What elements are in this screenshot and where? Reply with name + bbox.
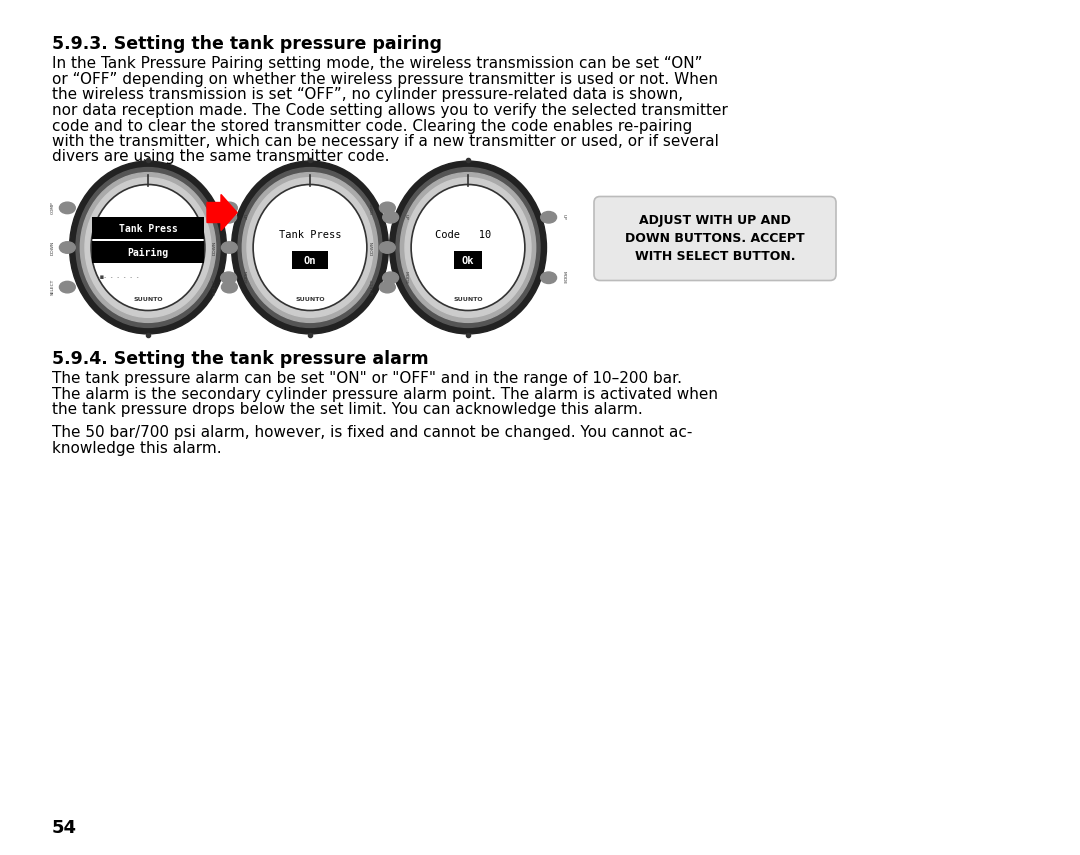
Ellipse shape bbox=[405, 178, 531, 317]
FancyBboxPatch shape bbox=[594, 197, 836, 280]
Text: SELECT: SELECT bbox=[213, 279, 216, 295]
Ellipse shape bbox=[221, 281, 238, 293]
Ellipse shape bbox=[382, 272, 399, 284]
Text: In the Tank Pressure Pairing setting mode, the wireless transmission can be set : In the Tank Pressure Pairing setting mod… bbox=[52, 56, 702, 72]
Ellipse shape bbox=[59, 281, 76, 293]
Text: 5.9.3. Setting the tank pressure pairing: 5.9.3. Setting the tank pressure pairing bbox=[52, 35, 442, 53]
Text: knowledge this alarm.: knowledge this alarm. bbox=[52, 441, 221, 456]
Polygon shape bbox=[207, 194, 237, 231]
Ellipse shape bbox=[541, 211, 556, 223]
Text: Ok: Ok bbox=[462, 256, 474, 266]
Ellipse shape bbox=[390, 161, 546, 334]
Text: the tank pressure drops below the set limit. You can acknowledge this alarm.: the tank pressure drops below the set li… bbox=[52, 402, 643, 417]
Ellipse shape bbox=[221, 242, 238, 253]
Ellipse shape bbox=[238, 168, 382, 327]
Text: The tank pressure alarm can be set "ON" or "OFF" and in the range of 10–200 bar.: The tank pressure alarm can be set "ON" … bbox=[52, 371, 681, 386]
Text: SUUNTO: SUUNTO bbox=[133, 297, 163, 302]
Text: MODE: MODE bbox=[404, 271, 407, 285]
Text: Tank Press: Tank Press bbox=[119, 223, 177, 233]
Text: DOWN: DOWN bbox=[51, 240, 54, 255]
Ellipse shape bbox=[69, 161, 227, 334]
Text: SUUNTO: SUUNTO bbox=[295, 297, 325, 302]
FancyBboxPatch shape bbox=[92, 241, 204, 263]
Text: Pairing: Pairing bbox=[127, 247, 168, 257]
Text: 5.9.4. Setting the tank pressure alarm: 5.9.4. Setting the tank pressure alarm bbox=[52, 350, 429, 368]
Ellipse shape bbox=[231, 161, 389, 334]
Ellipse shape bbox=[396, 168, 540, 327]
Ellipse shape bbox=[379, 281, 395, 293]
Ellipse shape bbox=[220, 211, 237, 223]
Text: Tank Press: Tank Press bbox=[279, 231, 341, 240]
Ellipse shape bbox=[59, 202, 76, 214]
Ellipse shape bbox=[220, 272, 237, 284]
Text: 54: 54 bbox=[52, 819, 77, 837]
Text: The alarm is the secondary cylinder pressure alarm point. The alarm is activated: The alarm is the secondary cylinder pres… bbox=[52, 386, 718, 402]
Text: code and to clear the stored transmitter code. Clearing the code enables re-pair: code and to clear the stored transmitter… bbox=[52, 119, 692, 133]
Ellipse shape bbox=[379, 242, 395, 253]
Text: or “OFF” depending on whether the wireless pressure transmitter is used or not. : or “OFF” depending on whether the wirele… bbox=[52, 72, 718, 87]
Ellipse shape bbox=[247, 178, 373, 317]
Text: DOWN: DOWN bbox=[213, 240, 216, 255]
Ellipse shape bbox=[254, 186, 366, 310]
FancyBboxPatch shape bbox=[292, 251, 328, 269]
Text: COMP: COMP bbox=[51, 202, 54, 215]
Ellipse shape bbox=[413, 186, 524, 310]
Ellipse shape bbox=[80, 173, 216, 322]
Ellipse shape bbox=[92, 186, 204, 310]
Ellipse shape bbox=[242, 173, 378, 322]
Ellipse shape bbox=[85, 178, 211, 317]
Ellipse shape bbox=[541, 272, 556, 284]
Text: MODE: MODE bbox=[562, 271, 566, 285]
Text: the wireless transmission is set “OFF”, no cylinder pressure-related data is sho: the wireless transmission is set “OFF”, … bbox=[52, 87, 684, 103]
Ellipse shape bbox=[382, 211, 399, 223]
Text: UP: UP bbox=[242, 215, 245, 220]
Text: UP: UP bbox=[404, 215, 407, 220]
Text: with the transmitter, which can be necessary if a new transmitter or used, or if: with the transmitter, which can be neces… bbox=[52, 134, 719, 149]
Text: -■- - - - - -: -■- - - - - - bbox=[97, 275, 139, 280]
Ellipse shape bbox=[59, 242, 76, 253]
Ellipse shape bbox=[221, 202, 238, 214]
Text: nor data reception made. The Code setting allows you to verify the selected tran: nor data reception made. The Code settin… bbox=[52, 103, 728, 118]
Text: SUUNTO: SUUNTO bbox=[454, 297, 483, 302]
Text: SELECT: SELECT bbox=[51, 279, 54, 295]
Text: MODE: MODE bbox=[242, 271, 245, 285]
Ellipse shape bbox=[76, 168, 220, 327]
Ellipse shape bbox=[401, 173, 536, 322]
Text: COMP: COMP bbox=[370, 202, 375, 215]
Text: ADJUST WITH UP AND
DOWN BUTTONS. ACCEPT
WITH SELECT BUTTON.: ADJUST WITH UP AND DOWN BUTTONS. ACCEPT … bbox=[625, 214, 805, 263]
Text: COMP: COMP bbox=[213, 202, 216, 215]
FancyBboxPatch shape bbox=[454, 251, 482, 269]
Text: On: On bbox=[303, 256, 316, 266]
Text: Code   10: Code 10 bbox=[435, 231, 491, 240]
Text: divers are using the same transmitter code.: divers are using the same transmitter co… bbox=[52, 150, 390, 164]
Ellipse shape bbox=[379, 202, 395, 214]
FancyBboxPatch shape bbox=[92, 217, 204, 239]
Text: UP: UP bbox=[562, 215, 566, 220]
Text: The 50 bar/700 psi alarm, however, is fixed and cannot be changed. You cannot ac: The 50 bar/700 psi alarm, however, is fi… bbox=[52, 426, 692, 440]
Text: DOWN: DOWN bbox=[370, 240, 375, 255]
Text: SELECT: SELECT bbox=[370, 279, 375, 295]
